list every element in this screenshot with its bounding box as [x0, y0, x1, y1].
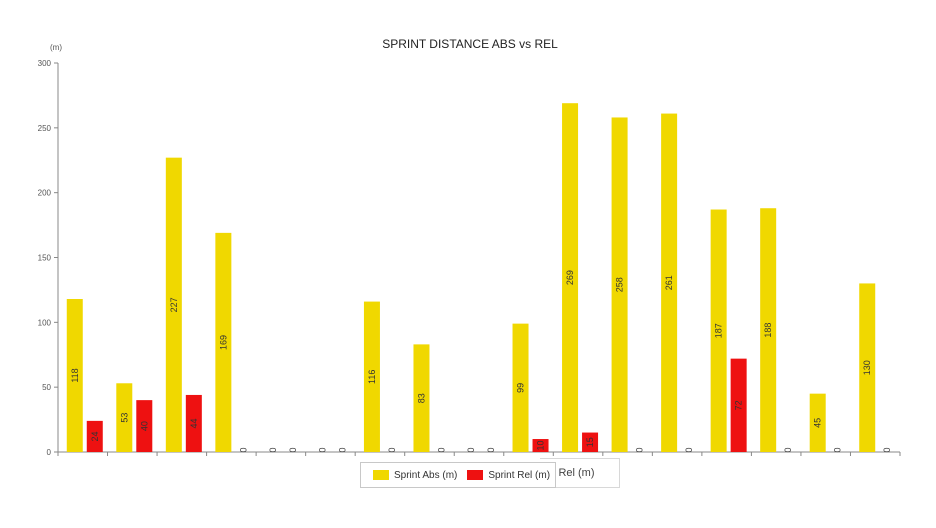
bar-sprint-abs[interactable] — [809, 393, 826, 452]
bar-sprint-abs[interactable] — [562, 103, 579, 453]
bar-sprint-rel[interactable] — [730, 358, 747, 452]
data-label-abs: 130 — [862, 360, 872, 375]
data-label-rel: 40 — [139, 421, 149, 431]
legend-label-abs: Sprint Abs (m) — [394, 469, 458, 481]
data-label-abs: 0 — [466, 447, 476, 452]
data-label-abs: 188 — [763, 323, 773, 338]
y-tick-label: 200 — [38, 189, 52, 198]
y-tick-label: 0 — [47, 448, 52, 457]
data-label-rel: 0 — [833, 447, 843, 452]
data-label-rel: 0 — [387, 447, 397, 452]
data-label-abs: 53 — [119, 413, 129, 423]
bar-sprint-rel[interactable] — [532, 439, 549, 452]
data-label-abs: 116 — [367, 370, 377, 384]
bar-sprint-rel[interactable] — [582, 432, 599, 452]
data-label-rel: 0 — [238, 447, 248, 452]
bar-sprint-abs[interactable] — [66, 298, 83, 452]
data-label-rel: 0 — [684, 447, 694, 452]
y-tick-label: 100 — [38, 318, 52, 327]
data-label-rel: 0 — [486, 447, 496, 452]
y-tick-label: 250 — [38, 124, 52, 133]
bar-sprint-abs[interactable] — [215, 232, 232, 452]
bar-sprint-abs[interactable] — [760, 208, 777, 452]
chart-title: SPRINT DISTANCE ABS vs REL — [382, 37, 558, 51]
bar-sprint-abs[interactable] — [710, 209, 727, 452]
bar-sprint-abs[interactable] — [611, 117, 628, 453]
data-label-abs: 118 — [70, 368, 80, 382]
data-label-rel: 0 — [288, 447, 298, 452]
y-tick-label: 50 — [42, 383, 51, 392]
bar-sprint-rel[interactable] — [185, 394, 202, 452]
data-label-rel: 15 — [585, 437, 595, 447]
data-label-rel: 72 — [734, 400, 744, 410]
data-label-rel: 0 — [783, 447, 793, 452]
data-label-rel: 0 — [337, 447, 347, 452]
bar-sprint-abs[interactable] — [413, 344, 430, 452]
y-axis-unit-label: (m) — [50, 43, 62, 52]
bar-sprint-rel[interactable] — [86, 420, 103, 452]
legend-item-abs[interactable]: Sprint Abs (m) — [373, 470, 457, 481]
data-label-rel: 0 — [635, 447, 645, 452]
data-label-abs: 187 — [714, 323, 724, 338]
bar-sprint-abs[interactable] — [116, 383, 133, 452]
data-label-rel: 0 — [882, 447, 892, 452]
bar-sprint-abs[interactable] — [661, 113, 678, 452]
y-tick-label: 300 — [38, 59, 52, 68]
data-label-abs: 169 — [218, 335, 228, 350]
legend-item-rel[interactable]: Sprint Rel (m) — [467, 470, 550, 481]
data-label-abs: 258 — [615, 277, 625, 292]
data-label-abs: 0 — [317, 447, 327, 452]
data-label-rel: 0 — [436, 447, 446, 452]
data-label-rel: 44 — [189, 418, 199, 428]
bars — [66, 103, 876, 453]
legend: Sprint Abs (m) Sprint Rel (m) — [360, 462, 556, 488]
data-label-abs: 227 — [169, 297, 179, 312]
bar-sprint-rel[interactable] — [136, 400, 153, 452]
legend-swatch-abs — [373, 470, 389, 480]
data-label-abs: 45 — [813, 418, 823, 428]
bar-sprint-abs[interactable] — [165, 157, 182, 452]
y-tick-label: 150 — [38, 254, 52, 263]
data-label-rel: 24 — [90, 431, 100, 441]
data-label-abs: 83 — [416, 393, 426, 403]
data-label-rel: 10 — [536, 441, 546, 451]
bar-sprint-abs[interactable] — [859, 283, 876, 452]
data-label-abs: 261 — [664, 275, 674, 290]
data-label-abs: 269 — [565, 270, 575, 285]
legend-label-rel: Sprint Rel (m) — [488, 469, 551, 481]
bar-sprint-abs[interactable] — [512, 323, 529, 452]
bar-sprint-abs[interactable] — [363, 301, 380, 452]
bar-labels: 118 53 227 169 0 0 116 83 0 99 269 258 261 187 188 45 13… — [70, 270, 892, 452]
data-label-abs: 99 — [516, 383, 526, 393]
data-label-abs: 0 — [268, 447, 278, 452]
legend-swatch-rel — [467, 470, 484, 480]
